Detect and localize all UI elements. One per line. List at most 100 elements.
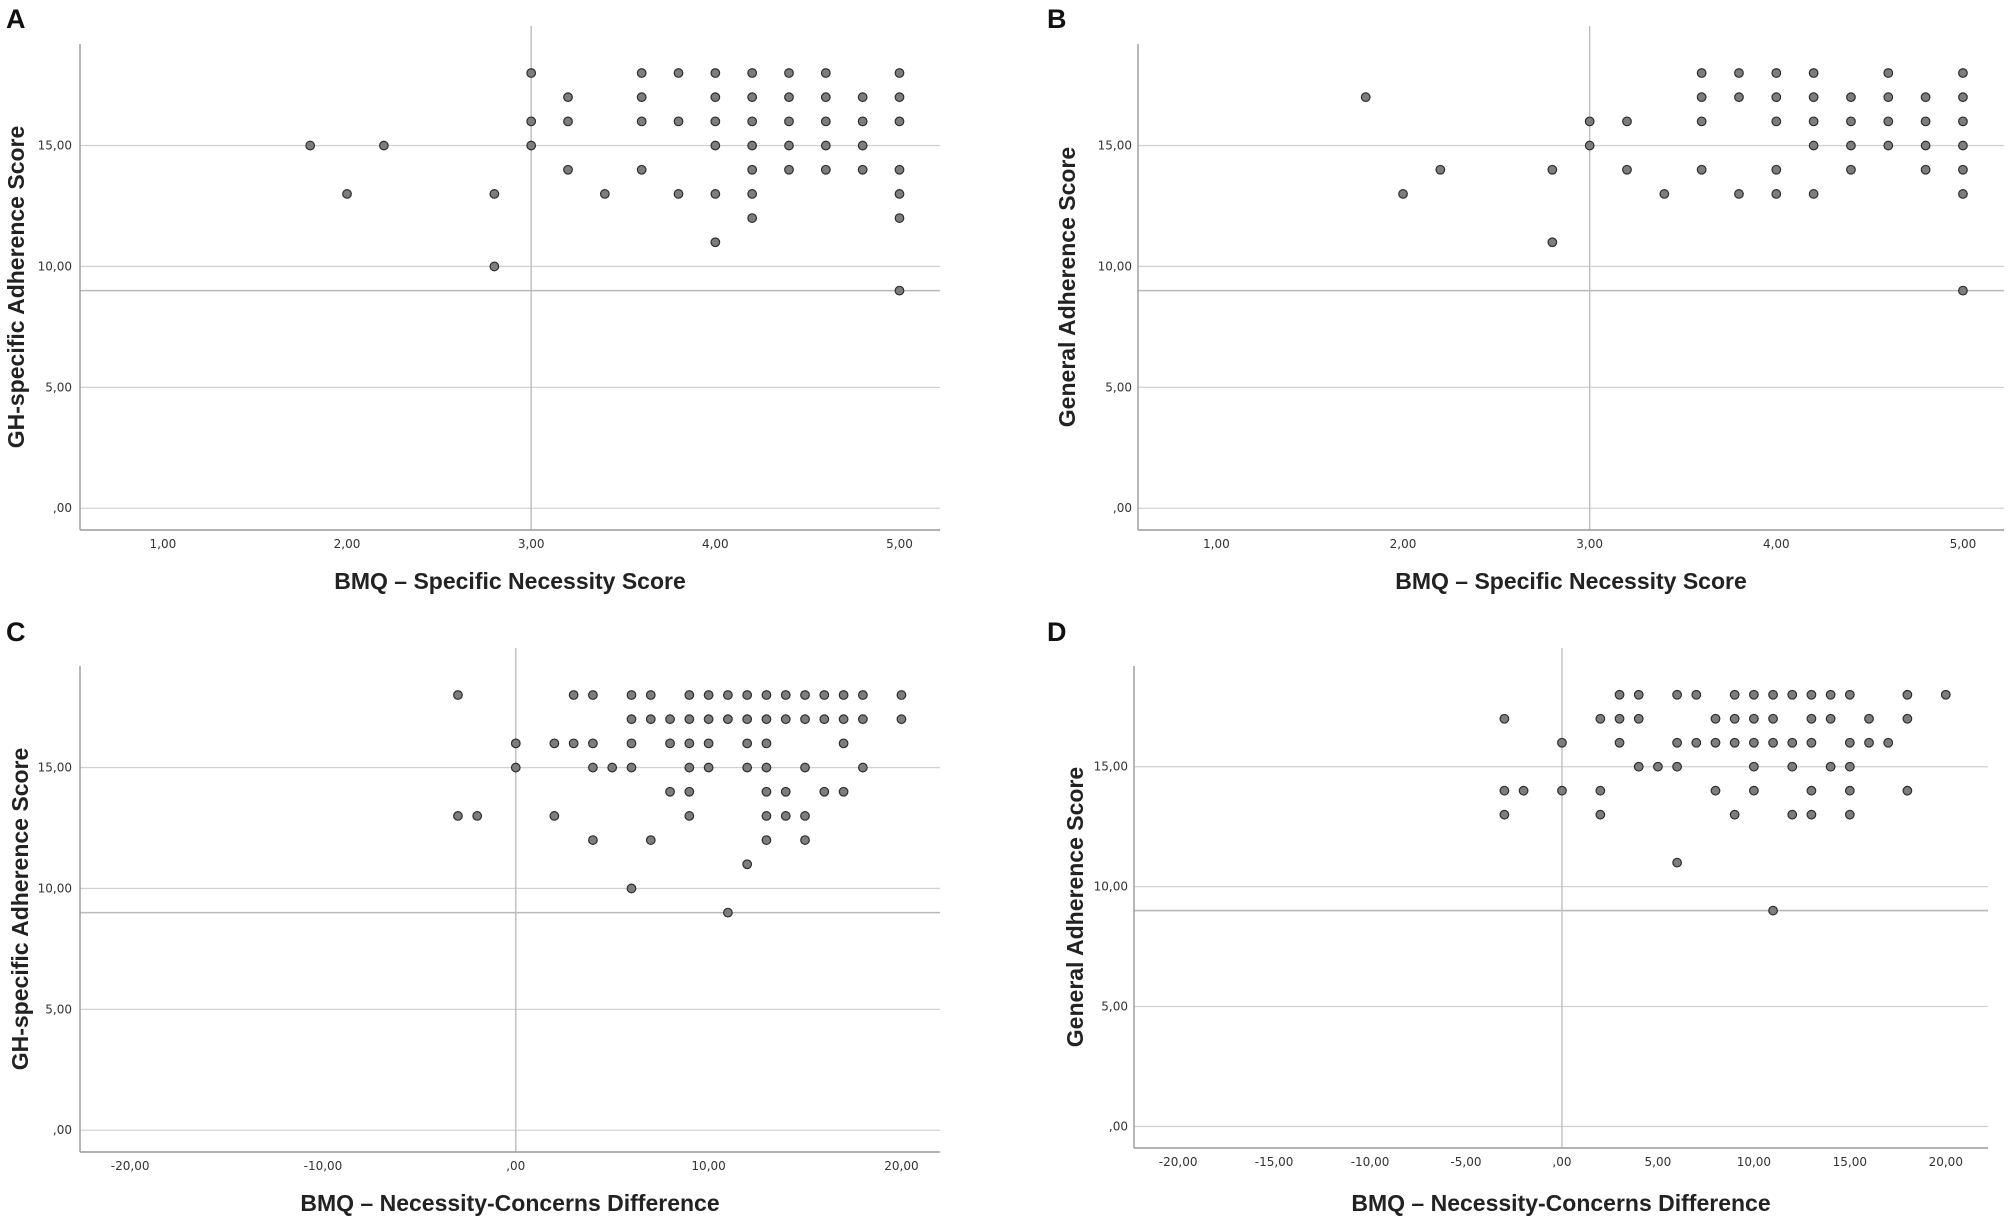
panel-c-y-tick-label: ,00 <box>53 1123 72 1137</box>
panel-a-data-point <box>784 116 794 127</box>
panel-d-data-point <box>1672 737 1683 748</box>
panel-c-data-point <box>568 738 579 749</box>
panel-c-x-tick-label: -20,00 <box>111 1159 150 1173</box>
panel-d-data-point <box>1633 689 1644 700</box>
panel-a-data-point <box>857 92 868 103</box>
panel-d-data-point <box>1864 737 1874 748</box>
panel-c-data-point <box>684 714 695 725</box>
panel-b-x-tick-label: 2,00 <box>1390 537 1417 551</box>
panel-d-data-point <box>1844 785 1855 796</box>
panel-d-data-point <box>1729 689 1740 700</box>
panel-d-data-point <box>1768 689 1778 700</box>
panel-d-data-point <box>1748 689 1759 700</box>
panel-b-data-point <box>1920 140 1931 151</box>
panel-b-data-point <box>1622 116 1632 127</box>
panel-b-x-tick-label: 3,00 <box>1576 537 1603 551</box>
panel-b-data-point <box>1398 189 1408 199</box>
panel-b-data-point <box>1435 164 1446 175</box>
panel-b-y-tick-label: 5,00 <box>1105 380 1132 394</box>
panel-a-data-point <box>710 92 721 103</box>
panel-c-data-point <box>780 690 791 700</box>
panel-b-data-point <box>1771 92 1782 103</box>
panel-c-data-point <box>472 811 483 821</box>
panel-b-data-point <box>1696 164 1707 175</box>
panel-d-data-point <box>1691 737 1702 748</box>
panel-d-data-point <box>1787 761 1798 772</box>
panel-c-data-point <box>607 762 618 773</box>
panel-a-data-point <box>894 189 905 199</box>
panel-c-data-point <box>896 690 907 700</box>
panel-a-data-point <box>710 116 721 127</box>
panel-c-data-point <box>665 786 675 797</box>
panel-c-x-axis-title: BMQ – Necessity-Concerns Difference <box>300 1190 719 1216</box>
panel-a-data-point <box>857 140 868 151</box>
panel-a-data-point <box>820 92 831 103</box>
panel-c-data-point <box>588 762 598 773</box>
panel-b-data-point <box>1771 68 1782 78</box>
panel-c-data-point <box>549 738 560 749</box>
panel-d-x-tick-label: 15,00 <box>1833 1155 1867 1169</box>
panel-d-data-point <box>1902 689 1913 700</box>
panel-d-data-point <box>1729 809 1740 820</box>
panel-a-data-point <box>563 92 573 103</box>
panel-a-data-point <box>489 189 500 199</box>
panel-d-y-tick-label: ,00 <box>1109 1119 1128 1133</box>
panel-c-data-point <box>819 786 830 797</box>
panel-b-x-tick-label: 1,00 <box>1203 537 1230 551</box>
panel-b-data-point <box>1958 92 1968 103</box>
panel-c-data-point <box>626 762 637 773</box>
panel-c-data-point <box>838 690 849 700</box>
panel-c-data-point <box>800 811 810 821</box>
panel-b-data-point <box>1771 189 1782 199</box>
panel-c-data-point <box>588 835 598 845</box>
panel-b-y-axis-title: General Adherence Score <box>1054 147 1080 427</box>
panel-d-x-tick-label: -20,00 <box>1159 1155 1198 1169</box>
panel-a-data-point <box>599 189 610 199</box>
panel-a-data-point <box>673 68 684 78</box>
panel-c-data-point <box>626 714 637 725</box>
panel-a-data-point <box>526 116 537 127</box>
panel-a-data-point <box>747 68 758 78</box>
panel-a-data-point <box>747 164 758 175</box>
panel-b-data-point <box>1846 140 1856 151</box>
panel-c-data-point <box>761 690 772 700</box>
panel-d-y-tick-label: 15,00 <box>1094 760 1128 774</box>
panel-a-data-point <box>526 68 537 78</box>
panel-d-letter: D <box>1047 617 1067 647</box>
panel-b-data-point <box>1920 116 1931 127</box>
panel-d-data-point <box>1806 737 1817 748</box>
panel-b-data-point <box>1734 189 1744 199</box>
panel-c-data-point <box>857 690 868 700</box>
panel-b-data-point <box>1808 92 1819 103</box>
panel-b-data-point <box>1622 164 1632 175</box>
panel-d-data-point <box>1557 737 1567 748</box>
panel-a-data-point <box>747 140 758 151</box>
panel-a: A 1,00 2,00 3,00 4,00 5,00 ,00 5,00 10,00 15,00 BM… <box>3 4 940 594</box>
panel-a-data-point <box>820 164 831 175</box>
panel-c-data-point <box>684 738 695 749</box>
panel-c-data-point <box>761 762 772 773</box>
panel-d-y-tick-label: 5,00 <box>1101 1000 1128 1014</box>
panel-c-data-point <box>780 786 791 797</box>
panel-a-x-tick-label: 3,00 <box>518 537 545 551</box>
panel-c-data-point <box>722 907 733 918</box>
panel-d-data-point <box>1557 785 1567 796</box>
panel-b-data-point <box>1659 189 1670 199</box>
panel-a-data-point <box>894 68 905 78</box>
panel-c-data-point <box>684 762 695 773</box>
panel-a-data-point <box>673 116 684 127</box>
panel-c-data-point <box>838 738 849 749</box>
panel-a-data-point <box>820 140 831 151</box>
panel-a-data-point <box>894 92 905 103</box>
panel-b-data-point <box>1920 92 1931 103</box>
panel-d-data-point <box>1844 737 1855 748</box>
panel-a-data-point <box>305 140 316 151</box>
panel-b-data-point <box>1883 116 1894 127</box>
panel-c-data-point <box>742 859 753 870</box>
panel-d-data-point <box>1787 689 1798 700</box>
panel-d-data-point <box>1614 689 1625 700</box>
panel-c-data-point <box>742 738 753 749</box>
panel-b: B 1,00 2,00 3,00 4,00 5,00 ,00 5,00 10,00 15,00 BM… <box>1047 4 2004 594</box>
panel-d-data-point <box>1806 809 1817 820</box>
